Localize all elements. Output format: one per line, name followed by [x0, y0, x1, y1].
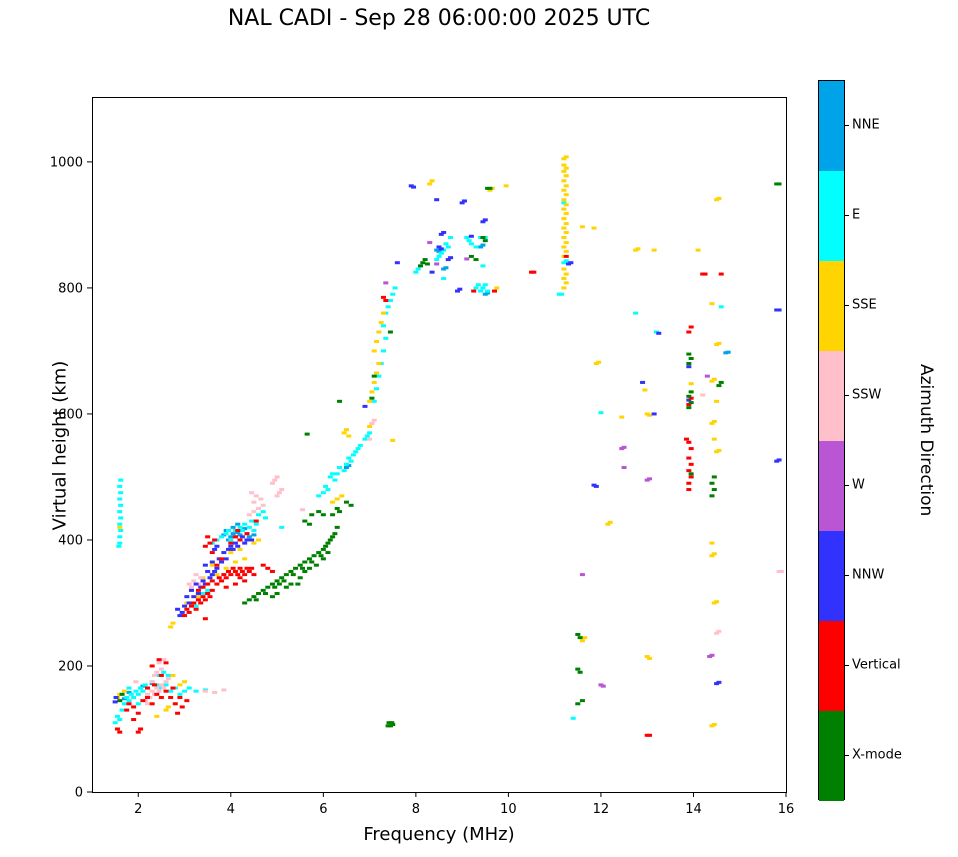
colorbar-segment-ssw: [819, 351, 844, 441]
y-tick-label: 0: [75, 786, 83, 801]
series-nnw: [112, 184, 782, 704]
colorbar-segment-vertical: [819, 621, 844, 711]
azimuth-colorbar: [818, 80, 845, 801]
x-axis-label: Frequency (MHz): [363, 824, 515, 845]
colorbar-tick: [845, 125, 849, 126]
colorbar-segment-w: [819, 441, 844, 531]
series-e: [112, 201, 724, 725]
series-nne: [121, 243, 731, 701]
series-sse: [114, 155, 722, 728]
x-tick-label: 16: [778, 802, 795, 817]
x-tick-label: 8: [412, 802, 420, 817]
colorbar-label-sse: SSE: [852, 297, 877, 313]
plot-frame: [92, 97, 787, 793]
colorbar-segment-nnw: [819, 531, 844, 621]
y-ticks: 0 200 400 600 800 1000: [50, 155, 92, 801]
colorbar-segment-sse: [819, 261, 844, 351]
x-tick-label: 14: [685, 802, 702, 817]
colorbar-tick: [845, 575, 849, 576]
colorbar-tick: [845, 215, 849, 216]
colorbar-tick: [845, 485, 849, 486]
colorbar-tick: [845, 755, 849, 756]
series-x-mode: [117, 182, 782, 728]
series-vertical: [114, 254, 724, 737]
colorbar-label-vertical: Vertical: [852, 657, 901, 673]
colorbar-tick: [845, 665, 849, 666]
chart-title: NAL CADI - Sep 28 06:00:00 2025 UTC: [227, 6, 651, 31]
x-tick-label: 4: [227, 802, 235, 817]
colorbar-tick: [845, 305, 849, 306]
colorbar-segment-x-mode: [819, 711, 844, 801]
y-tick-label: 400: [58, 533, 83, 548]
colorbar-tick: [845, 395, 849, 396]
series-ssw: [133, 393, 784, 706]
colorbar-title: Azimuth Direction: [916, 363, 936, 517]
x-tick-label: 2: [134, 802, 142, 817]
series-w: [383, 241, 715, 688]
colorbar-label-w: W: [852, 477, 865, 493]
x-tick-label: 6: [319, 802, 327, 817]
colorbar-label-nnw: NNW: [852, 567, 885, 583]
x-tick-label: 12: [593, 802, 610, 817]
y-tick-label: 600: [58, 407, 83, 422]
x-ticks: 2 4 6 8 10 12 14 16: [134, 792, 794, 817]
colorbar-label-x-mode: X-mode: [852, 747, 902, 763]
colorbar-segment-nne: [819, 81, 844, 171]
colorbar-label-nne: NNE: [852, 117, 880, 133]
x-tick-label: 10: [500, 802, 517, 817]
y-tick-label: 800: [58, 281, 83, 296]
colorbar-label-ssw: SSW: [852, 387, 882, 403]
colorbar-segment-e: [819, 171, 844, 261]
y-tick-label: 1000: [50, 155, 83, 170]
colorbar-label-e: E: [852, 207, 861, 223]
y-tick-label: 200: [58, 659, 83, 674]
